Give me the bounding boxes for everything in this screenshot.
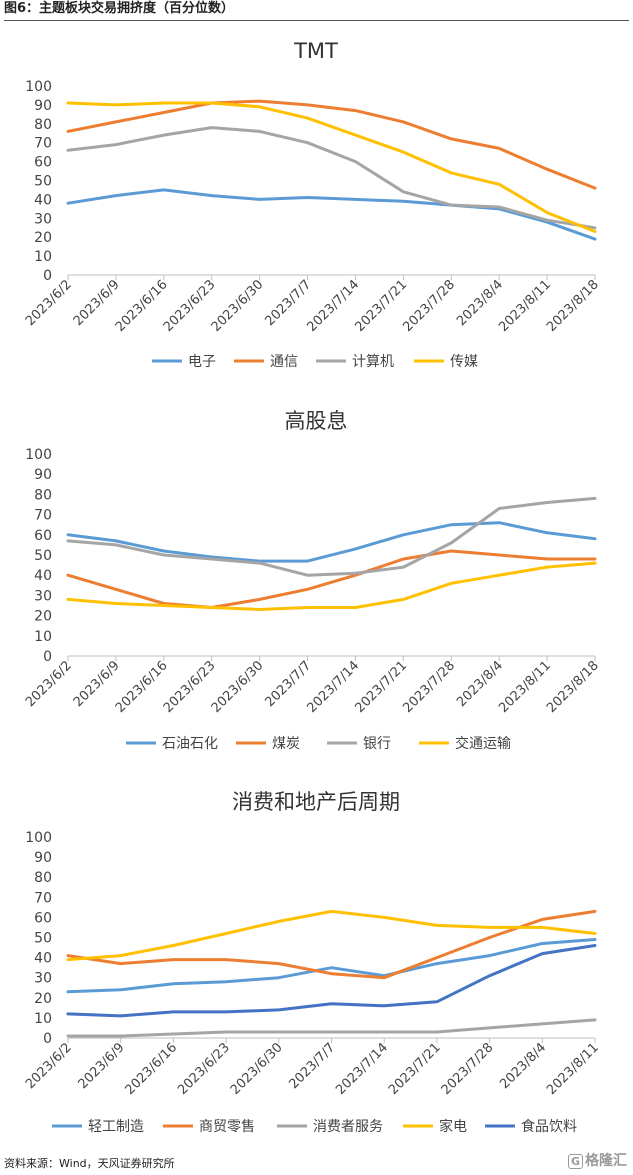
y-tick-label: 80 bbox=[34, 117, 52, 133]
y-tick-label: 30 bbox=[34, 588, 52, 604]
x-tick-label: 2023/8/18 bbox=[544, 658, 602, 716]
legend-label: 家电 bbox=[439, 1118, 467, 1135]
legend-label: 电子 bbox=[188, 354, 216, 370]
legend-label: 传媒 bbox=[450, 354, 478, 370]
y-tick-label: 70 bbox=[34, 508, 52, 524]
legend-label: 煤炭 bbox=[272, 736, 300, 752]
x-tick-label: 2023/8/4 bbox=[497, 1040, 549, 1092]
legend-label: 石油石化 bbox=[162, 736, 218, 752]
y-tick-label: 10 bbox=[34, 1011, 52, 1027]
y-tick-label: 20 bbox=[34, 991, 52, 1007]
legend-label: 食品饮料 bbox=[521, 1118, 577, 1135]
series-line-银行 bbox=[66, 496, 597, 577]
y-tick-label: 40 bbox=[34, 568, 52, 584]
watermark-logo-icon: G bbox=[567, 1154, 583, 1169]
series-line-通信 bbox=[66, 99, 597, 190]
x-tick-label: 2023/7/28 bbox=[400, 658, 458, 716]
legend-label: 消费者服务 bbox=[313, 1119, 383, 1135]
y-tick-label: 30 bbox=[34, 971, 52, 987]
y-tick-label: 80 bbox=[34, 487, 52, 503]
y-tick-label: 90 bbox=[34, 467, 52, 483]
y-tick-label: 80 bbox=[34, 870, 52, 886]
y-tick-label: 0 bbox=[43, 268, 52, 284]
x-tick-label: 2023/6/30 bbox=[209, 277, 267, 335]
y-tick-label: 20 bbox=[34, 609, 52, 625]
x-tick-label: 2023/8/11 bbox=[544, 1040, 602, 1098]
y-tick-label: 60 bbox=[34, 528, 52, 544]
legend-label: 商贸零售 bbox=[199, 1119, 255, 1135]
x-tick-label: 2023/6/2 bbox=[23, 277, 75, 329]
y-tick-label: 10 bbox=[34, 249, 52, 265]
x-tick-label: 2023/6/2 bbox=[23, 658, 75, 710]
legend-label: 轻工制造 bbox=[88, 1119, 144, 1135]
y-tick-label: 70 bbox=[34, 890, 52, 906]
series-line-家电 bbox=[66, 909, 597, 962]
y-tick-label: 100 bbox=[25, 447, 52, 463]
x-tick-label: 2023/7/21 bbox=[386, 1040, 444, 1098]
series-line-食品饮料 bbox=[66, 944, 597, 1018]
chart-title: TMT bbox=[293, 39, 338, 63]
y-tick-label: 40 bbox=[34, 951, 52, 967]
series-line-消费者服务 bbox=[66, 1018, 597, 1038]
series-line-商贸零售 bbox=[66, 909, 597, 980]
y-tick-label: 50 bbox=[34, 548, 52, 564]
y-tick-label: 90 bbox=[34, 850, 52, 866]
legend-label: 通信 bbox=[270, 354, 298, 370]
y-tick-label: 60 bbox=[34, 910, 52, 926]
y-tick-label: 50 bbox=[34, 174, 52, 190]
y-tick-label: 100 bbox=[25, 830, 52, 846]
x-tick-label: 2023/6/16 bbox=[122, 1040, 180, 1098]
legend-label: 银行 bbox=[363, 736, 391, 752]
figure-title: 图6：主题板块交易拥挤度（百分位数） bbox=[4, 0, 629, 21]
legend-label: 交通运输 bbox=[455, 735, 511, 752]
y-tick-label: 50 bbox=[34, 931, 52, 947]
series-line-煤炭 bbox=[66, 549, 597, 609]
x-tick-label: 2023/6/2 bbox=[23, 1040, 75, 1092]
x-tick-label: 2023/6/9 bbox=[76, 1040, 128, 1092]
chart-title: 高股息 bbox=[285, 409, 348, 433]
y-tick-label: 20 bbox=[34, 230, 52, 246]
series-line-轻工制造 bbox=[66, 938, 597, 994]
x-tick-label: 2023/8/18 bbox=[544, 277, 602, 335]
chart-title: 消费和地产后周期 bbox=[232, 790, 400, 814]
x-tick-label: 2023/7/28 bbox=[400, 277, 458, 335]
y-tick-label: 30 bbox=[34, 211, 52, 227]
y-tick-label: 60 bbox=[34, 155, 52, 171]
x-tick-label: 2023/7/7 bbox=[286, 1040, 338, 1092]
y-tick-label: 100 bbox=[25, 79, 52, 95]
watermark: G 格隆汇 bbox=[567, 1150, 627, 1170]
series-line-电子 bbox=[66, 188, 597, 241]
series-line-计算机 bbox=[66, 126, 597, 230]
x-tick-label: 2023/6/30 bbox=[209, 658, 267, 716]
y-tick-label: 90 bbox=[34, 98, 52, 114]
legend-label: 计算机 bbox=[352, 354, 394, 370]
y-tick-label: 40 bbox=[34, 192, 52, 208]
series-line-传媒 bbox=[66, 101, 597, 233]
watermark-text: 格隆汇 bbox=[585, 1153, 627, 1169]
series-line-交通运输 bbox=[66, 561, 597, 611]
y-tick-label: 70 bbox=[34, 136, 52, 152]
x-tick-label: 2023/6/30 bbox=[228, 1040, 286, 1098]
chart-tmt: TMT 0 10 20 30 40 50 60 70 80 90 100 2023/6/2 2023/6/… bbox=[23, 39, 602, 370]
y-tick-label: 0 bbox=[43, 1031, 52, 1047]
y-tick-label: 0 bbox=[43, 649, 52, 665]
source-note: 资料来源：Wind，天风证券研究所 bbox=[4, 1157, 175, 1170]
x-tick-label: 2023/7/14 bbox=[333, 1040, 391, 1098]
y-tick-label: 10 bbox=[34, 629, 52, 645]
chart-high-dividend: 高股息 0 10 20 30 40 50 60 70 80 90 100 2023/6/2 2023/6/… bbox=[23, 409, 602, 752]
x-tick-label: 2023/7/28 bbox=[439, 1040, 497, 1098]
series-line-石油石化 bbox=[66, 521, 597, 563]
x-tick-label: 2023/6/23 bbox=[175, 1040, 233, 1098]
